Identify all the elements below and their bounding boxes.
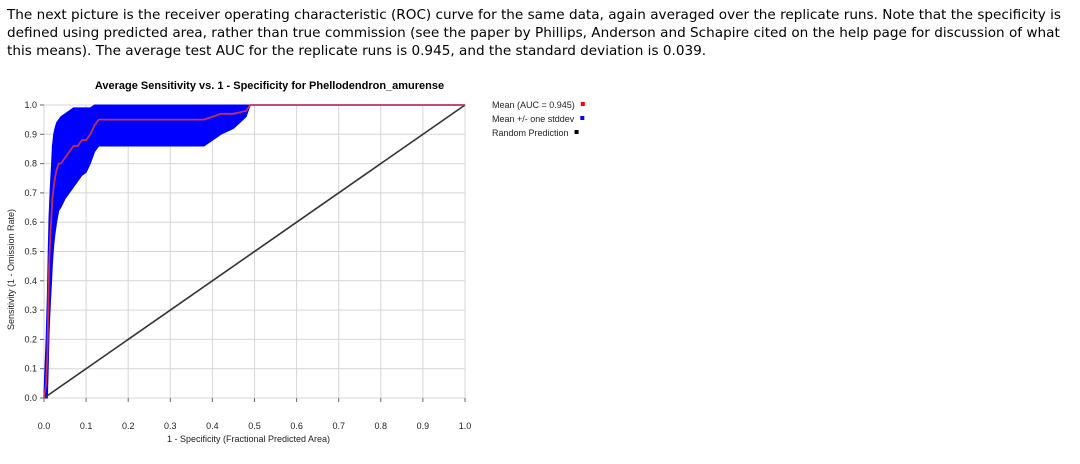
roc-chart-svg: Average Sensitivity vs. 1 - Specificity … [6,80,585,444]
random-prediction-line [43,104,466,399]
y-tick-label: 0.3 [24,305,37,315]
x-axis-ticks: 0.0 0.1 0.2 0.3 0.4 0.5 0.6 0.7 0.8 0.9 1.0 [38,398,472,431]
y-tick-label: 0.1 [24,364,37,374]
series-lines [43,104,466,399]
x-tick-label: 0.6 [290,421,303,431]
description-paragraph: The next picture is the receiver operati… [7,7,1062,59]
y-tick-label: 0.2 [24,334,37,344]
y-axis-label: Sensitivity (1 - Omission Rate) [6,209,16,330]
y-tick-label: 0.9 [24,129,37,139]
legend-swatch [574,130,579,134]
y-tick-label: 0.4 [24,276,37,286]
x-tick-label: 0.8 [375,421,388,431]
y-tick-label: 0.0 [24,393,37,403]
legend-swatch [580,102,585,106]
x-tick-label: 0.9 [417,421,430,431]
y-tick-label: 0.6 [24,217,37,227]
legend-label: Mean (AUC = 0.945) [492,100,575,110]
y-tick-label: 0.5 [24,247,37,257]
legend-label: Random Prediction [492,128,569,138]
legend-swatch [580,116,585,120]
legend-label: Mean +/- one stddev [492,114,575,124]
roc-chart: Average Sensitivity vs. 1 - Specificity … [0,75,700,459]
chart-title: Average Sensitivity vs. 1 - Specificity … [95,80,444,92]
y-axis-ticks: 0.0 0.1 0.2 0.3 0.4 0.5 0.6 0.7 0.8 0.9 1.0 [24,100,44,403]
mean-roc-line [43,104,465,399]
x-tick-label: 0.4 [206,421,219,431]
x-tick-label: 0.7 [332,421,345,431]
x-tick-label: 0.2 [122,421,135,431]
y-tick-label: 1.0 [24,100,37,110]
x-tick-label: 0.1 [80,421,93,431]
x-axis-label: 1 - Specificity (Fractional Predicted Ar… [167,434,330,444]
y-tick-label: 0.7 [24,188,37,198]
x-tick-label: 1.0 [459,421,472,431]
legend: Mean (AUC = 0.945) Mean +/- one stddev Ran… [492,100,585,138]
y-tick-label: 0.8 [24,159,37,169]
x-tick-label: 0.3 [164,421,177,431]
x-tick-label: 0.5 [248,421,261,431]
x-tick-label: 0.0 [38,421,51,431]
